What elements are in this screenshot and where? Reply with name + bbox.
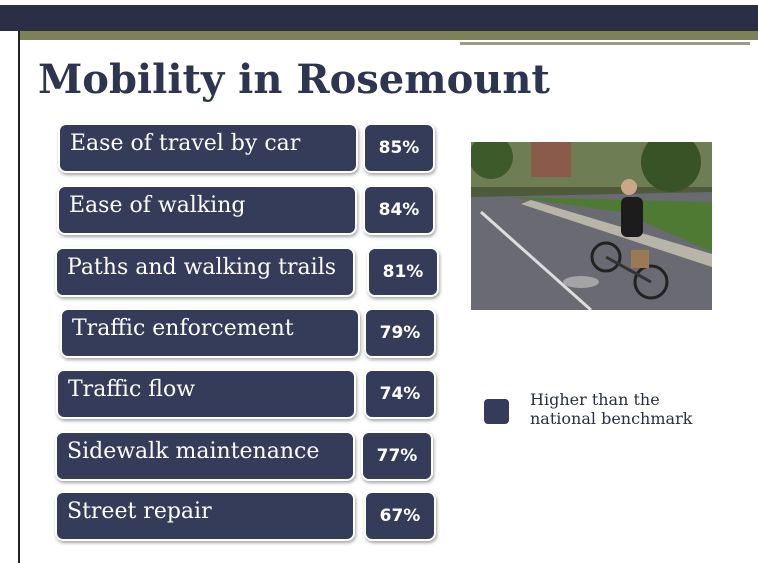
legend-label: Higher than the national benchmark — [530, 390, 693, 428]
rating-value: 79% — [364, 308, 436, 358]
header-stripe — [18, 31, 758, 40]
rating-value: 77% — [361, 431, 433, 481]
photo-cyclist — [471, 142, 712, 310]
slide-title: Mobility in Rosemount — [38, 56, 550, 103]
rating-value: 85% — [363, 123, 435, 173]
rating-label: Paths and walking trails — [55, 247, 355, 297]
rating-label: Sidewalk maintenance — [55, 431, 355, 481]
left-rule — [18, 31, 20, 563]
header-stripe — [460, 42, 750, 45]
rating-label: Ease of walking — [57, 185, 357, 235]
rating-value: 74% — [364, 369, 436, 419]
rating-label: Traffic flow — [56, 369, 356, 419]
legend-swatch — [484, 399, 509, 424]
rating-value: 84% — [363, 185, 435, 235]
rating-label: Street repair — [55, 491, 355, 541]
rating-label: Ease of travel by car — [58, 123, 358, 173]
header-bar — [0, 5, 758, 31]
rating-value: 81% — [367, 247, 439, 297]
rating-label: Traffic enforcement — [60, 308, 360, 358]
rating-value: 67% — [364, 491, 436, 541]
